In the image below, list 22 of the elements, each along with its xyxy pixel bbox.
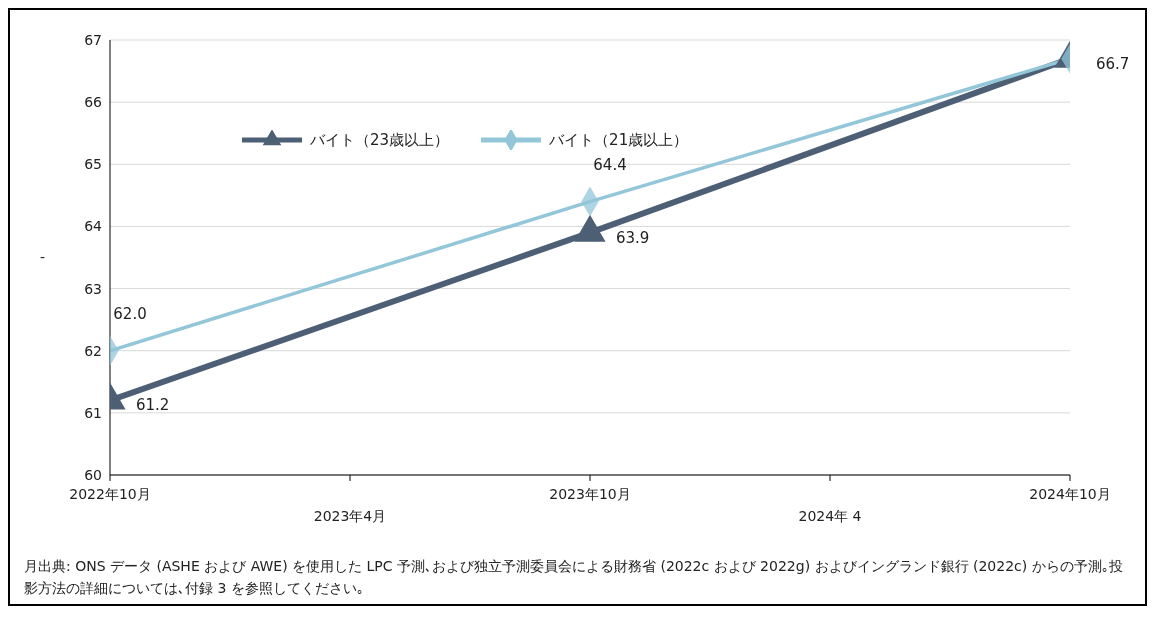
text: 月出典: ONS データ (ASHE および AWE) を使用した LPC 予測､および独立予測委員会による財務省 (2022c および 2022g) およびイングランド銀行 (2022c) からの予測｡投影方法の詳細については､付録 3 を参照してください｡: [23, 557, 1124, 599]
data-label: 61.2: [136, 396, 170, 415]
y-tick-label: 66: [84, 94, 103, 111]
y-tick-label: 65: [84, 156, 102, 173]
y-axis-title: -: [40, 249, 46, 266]
legend-label: バイト（21歳以上）: [549, 130, 689, 150]
data-label: 63.9: [616, 228, 650, 247]
data-label: 62.0: [113, 304, 147, 323]
data-label: 64.4: [593, 155, 627, 174]
y-tick-label: 67: [84, 31, 102, 48]
data-label: 66.7: [1096, 54, 1130, 73]
x-tick-label: 2023年10月: [549, 486, 631, 502]
y-tick-label: 60: [84, 466, 102, 483]
legend-label: バイト（23歳以上）: [310, 130, 450, 150]
y-tick-label: 62: [84, 342, 102, 359]
y-tick-label: 61: [84, 404, 102, 421]
y-tick-label: 63: [84, 280, 102, 297]
x-tick-label: 2023年4月: [313, 508, 387, 524]
y-tick-label: 64: [84, 218, 103, 235]
x-tick-label: 2024年10月: [1029, 486, 1111, 502]
x-tick-label: 2024年 4: [798, 508, 862, 524]
x-tick-label: 2022年10月: [69, 486, 151, 502]
